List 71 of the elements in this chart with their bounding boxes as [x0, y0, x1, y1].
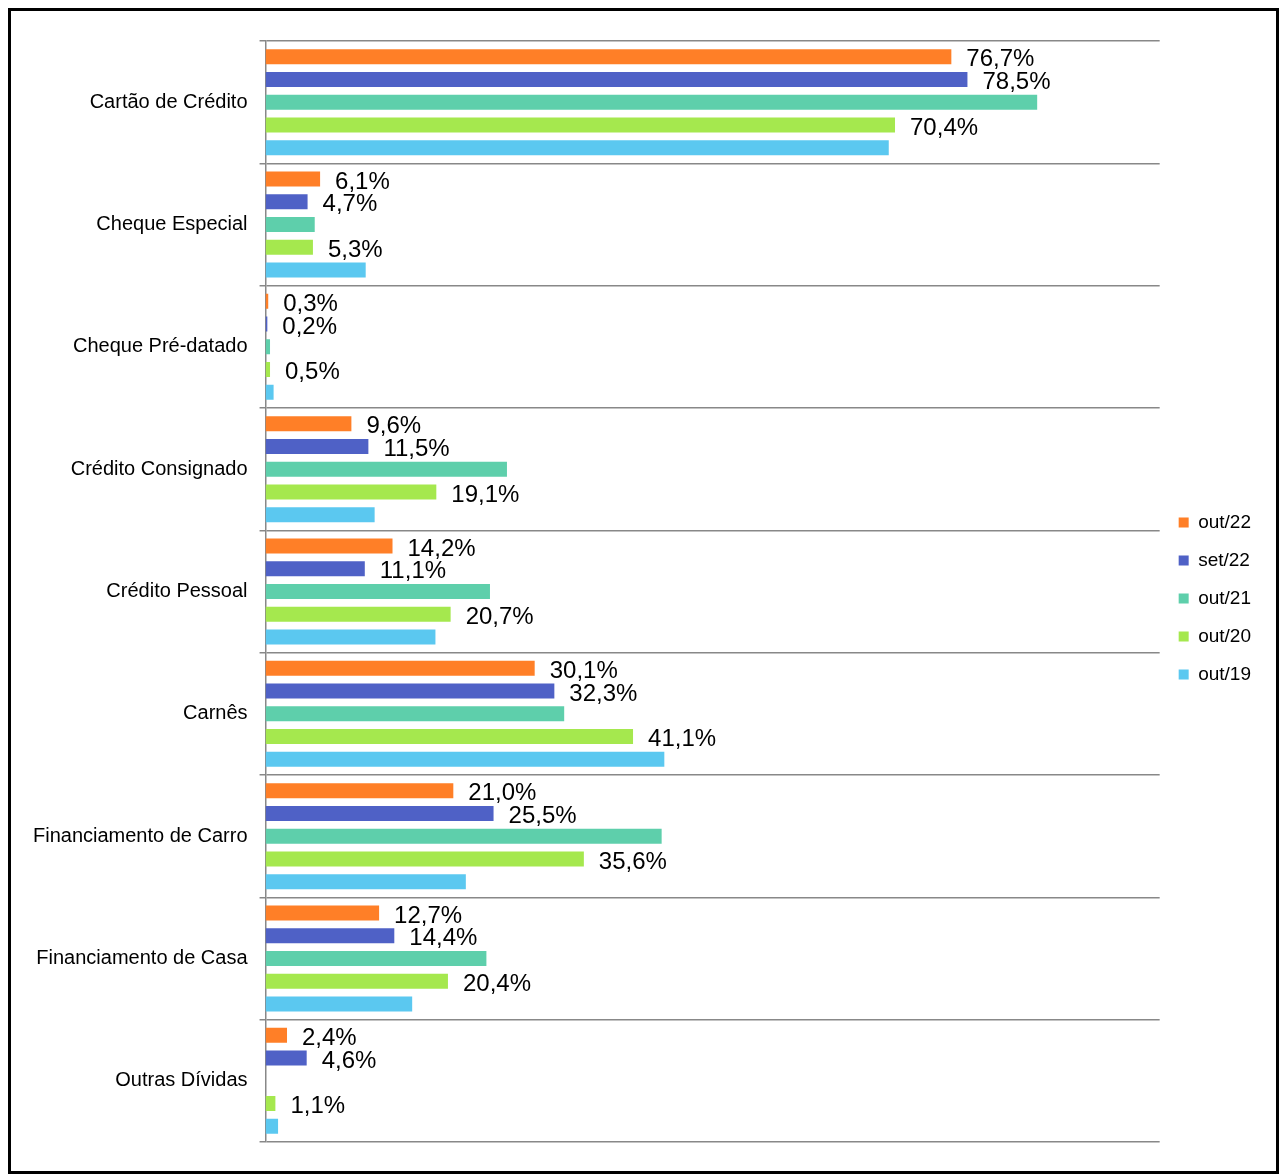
bar	[265, 706, 565, 722]
bar	[265, 384, 274, 400]
data-label: 70,4%	[910, 112, 979, 140]
data-label: 20,7%	[465, 601, 534, 629]
bar	[265, 216, 315, 233]
data-label: 20,4%	[462, 968, 532, 996]
bar	[265, 729, 634, 745]
data-label: 12,7%	[394, 900, 463, 928]
y-tick-label: Cheque Pré-datado	[72, 334, 248, 357]
legend-label: out/19	[1198, 662, 1251, 684]
bar	[265, 239, 313, 255]
bar	[265, 484, 437, 500]
y-tick-label: Crédito Consignado	[70, 456, 248, 479]
data-label: 76,7%	[966, 44, 1035, 72]
bar	[265, 950, 487, 967]
bar	[265, 416, 352, 432]
data-label: 0,5%	[285, 357, 340, 385]
data-label: 5,3%	[327, 234, 383, 262]
bar	[265, 538, 393, 554]
legend-label: out/22	[1198, 510, 1251, 532]
bar	[265, 1096, 276, 1112]
bar	[265, 629, 436, 645]
bar	[265, 1027, 288, 1043]
bar	[265, 660, 535, 676]
data-label: 14,2%	[407, 533, 476, 561]
y-tick-label: Cartão de Crédito	[89, 89, 248, 112]
y-tick-label: Cheque Especial	[96, 212, 248, 235]
bar	[265, 973, 448, 989]
bar	[265, 874, 466, 890]
bar	[265, 783, 454, 799]
data-label: 19,1%	[451, 479, 520, 507]
bar	[265, 262, 366, 278]
bar	[265, 339, 271, 355]
bar	[265, 194, 308, 210]
bar	[265, 438, 369, 454]
data-label: 6,1%	[335, 166, 390, 194]
bar	[265, 94, 1038, 110]
bar	[265, 583, 490, 600]
data-label: 30,1%	[549, 655, 618, 683]
y-tick-label: Carnês	[183, 701, 248, 724]
data-label: 35,6%	[598, 846, 667, 874]
bar	[265, 1050, 307, 1066]
bar	[265, 606, 451, 622]
bar	[265, 71, 968, 87]
y-tick-label: Outras Dívidas	[115, 1068, 248, 1091]
legend-label: set/22	[1198, 548, 1250, 570]
bar	[265, 996, 413, 1012]
bar	[265, 928, 395, 944]
bar	[265, 751, 665, 767]
data-label: 0,3%	[283, 288, 338, 316]
bar	[265, 828, 662, 844]
y-tick-label: Crédito Pessoal	[106, 579, 248, 602]
data-label: 1,1%	[290, 1091, 346, 1119]
bar	[265, 683, 555, 699]
bar	[265, 507, 375, 523]
bar	[265, 171, 321, 187]
bar	[265, 117, 896, 133]
data-label: 41,1%	[648, 724, 717, 752]
y-tick-label: Financiamento de Casa	[36, 946, 249, 969]
bar	[265, 140, 889, 156]
bar	[265, 1118, 279, 1134]
bar	[265, 49, 952, 65]
bar	[265, 561, 365, 577]
bar	[265, 362, 271, 378]
bar	[265, 461, 507, 477]
bar	[265, 905, 380, 921]
legend-label: out/21	[1198, 586, 1251, 608]
bar	[265, 851, 584, 867]
legend-label: out/20	[1198, 624, 1251, 646]
y-tick-label: Financiamento de Carro	[32, 823, 248, 846]
bar	[265, 805, 494, 821]
